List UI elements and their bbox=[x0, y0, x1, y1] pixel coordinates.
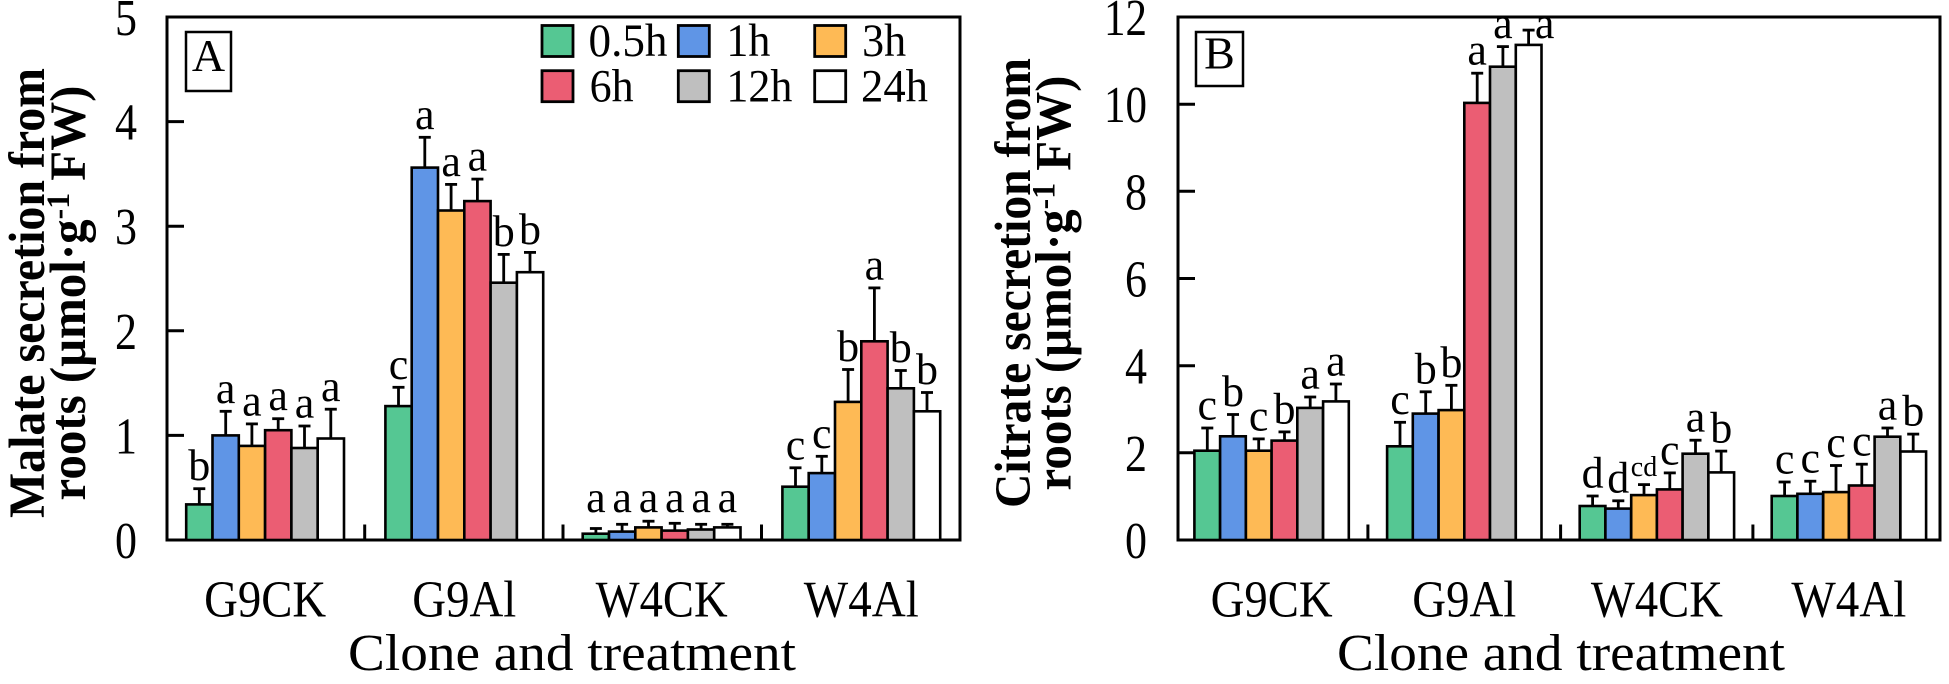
svg-text:10: 10 bbox=[1104, 77, 1147, 134]
svg-text:4: 4 bbox=[1125, 339, 1147, 396]
svg-text:a: a bbox=[268, 371, 288, 420]
svg-text:roots (μmol·g-1 FW): roots (μmol·g-1 FW) bbox=[41, 86, 97, 501]
svg-text:a: a bbox=[415, 90, 435, 139]
svg-text:c: c bbox=[786, 420, 806, 469]
svg-text:b: b bbox=[837, 322, 859, 371]
svg-text:roots (μmol·g-1 FW): roots (μmol·g-1 FW) bbox=[1027, 76, 1083, 491]
svg-text:4: 4 bbox=[115, 95, 137, 152]
svg-text:G9Al: G9Al bbox=[1412, 572, 1516, 629]
svg-text:B: B bbox=[1204, 28, 1235, 79]
svg-text:cd: cd bbox=[1631, 452, 1657, 483]
svg-text:0: 0 bbox=[1125, 513, 1147, 570]
svg-text:W4CK: W4CK bbox=[1591, 572, 1723, 629]
svg-text:c: c bbox=[1852, 417, 1872, 466]
svg-text:3: 3 bbox=[115, 199, 137, 256]
svg-text:d: d bbox=[1582, 449, 1604, 498]
svg-text:G9CK: G9CK bbox=[204, 572, 326, 629]
svg-text:G9Al: G9Al bbox=[412, 572, 516, 629]
svg-text:6: 6 bbox=[1125, 252, 1147, 309]
svg-text:W4Al: W4Al bbox=[1791, 572, 1906, 629]
svg-text:c: c bbox=[389, 340, 409, 389]
svg-text:Malate secretion from: Malate secretion from bbox=[0, 68, 56, 518]
svg-text:a: a bbox=[1535, 0, 1555, 48]
svg-text:6h: 6h bbox=[590, 60, 634, 112]
svg-text:b: b bbox=[1440, 338, 1462, 387]
svg-text:a: a bbox=[718, 473, 738, 522]
svg-text:a: a bbox=[1326, 337, 1346, 386]
svg-text:W4CK: W4CK bbox=[596, 572, 728, 629]
svg-text:a: a bbox=[242, 376, 262, 425]
svg-text:b: b bbox=[1415, 344, 1437, 393]
svg-text:a: a bbox=[1300, 350, 1320, 399]
svg-text:G9CK: G9CK bbox=[1211, 572, 1333, 629]
svg-text:W4Al: W4Al bbox=[804, 572, 919, 629]
svg-text:Clone and treatment: Clone and treatment bbox=[348, 625, 797, 679]
svg-text:3h: 3h bbox=[862, 15, 906, 67]
svg-text:1: 1 bbox=[115, 408, 137, 465]
svg-text:b: b bbox=[890, 323, 912, 372]
svg-text:Clone and treatment: Clone and treatment bbox=[1337, 625, 1786, 679]
svg-text:a: a bbox=[1493, 0, 1513, 48]
svg-text:Citrate secretion from: Citrate secretion from bbox=[986, 58, 1042, 508]
svg-text:a: a bbox=[639, 473, 659, 522]
svg-text:5: 5 bbox=[115, 0, 137, 47]
svg-text:12h: 12h bbox=[726, 60, 792, 112]
svg-text:d: d bbox=[1607, 453, 1629, 502]
svg-text:a: a bbox=[665, 473, 685, 522]
svg-text:a: a bbox=[612, 473, 632, 522]
svg-text:0.5h: 0.5h bbox=[589, 15, 668, 67]
svg-text:a: a bbox=[691, 473, 711, 522]
svg-text:24h: 24h bbox=[861, 60, 928, 112]
svg-text:c: c bbox=[1775, 435, 1795, 484]
svg-text:b: b bbox=[1222, 367, 1244, 416]
svg-text:a: a bbox=[468, 132, 488, 181]
svg-text:a: a bbox=[1467, 26, 1487, 75]
svg-text:c: c bbox=[1390, 375, 1410, 424]
svg-text:b: b bbox=[1710, 404, 1732, 453]
svg-text:A: A bbox=[192, 30, 225, 81]
svg-text:b: b bbox=[519, 205, 541, 254]
svg-text:b: b bbox=[188, 441, 210, 490]
svg-text:a: a bbox=[1686, 393, 1706, 442]
svg-text:c: c bbox=[1801, 434, 1821, 483]
svg-text:c: c bbox=[1249, 391, 1269, 440]
svg-text:a: a bbox=[586, 473, 606, 522]
svg-text:2: 2 bbox=[1125, 426, 1147, 483]
svg-text:c: c bbox=[812, 409, 832, 458]
svg-text:0: 0 bbox=[115, 513, 137, 570]
svg-text:a: a bbox=[865, 240, 885, 289]
svg-text:c: c bbox=[1826, 418, 1846, 467]
svg-text:8: 8 bbox=[1125, 164, 1147, 221]
svg-text:b: b bbox=[493, 207, 515, 256]
svg-text:c: c bbox=[1198, 381, 1218, 430]
svg-text:a: a bbox=[321, 362, 341, 411]
svg-text:c: c bbox=[1660, 425, 1680, 474]
svg-text:b: b bbox=[1902, 387, 1924, 436]
svg-text:a: a bbox=[1878, 381, 1898, 430]
svg-text:a: a bbox=[295, 379, 315, 428]
svg-text:a: a bbox=[216, 364, 236, 413]
svg-text:a: a bbox=[441, 137, 461, 186]
svg-text:b: b bbox=[916, 345, 938, 394]
svg-text:12: 12 bbox=[1104, 0, 1147, 47]
svg-text:1h: 1h bbox=[726, 15, 770, 67]
svg-text:2: 2 bbox=[115, 304, 137, 361]
svg-text:b: b bbox=[1274, 384, 1296, 433]
